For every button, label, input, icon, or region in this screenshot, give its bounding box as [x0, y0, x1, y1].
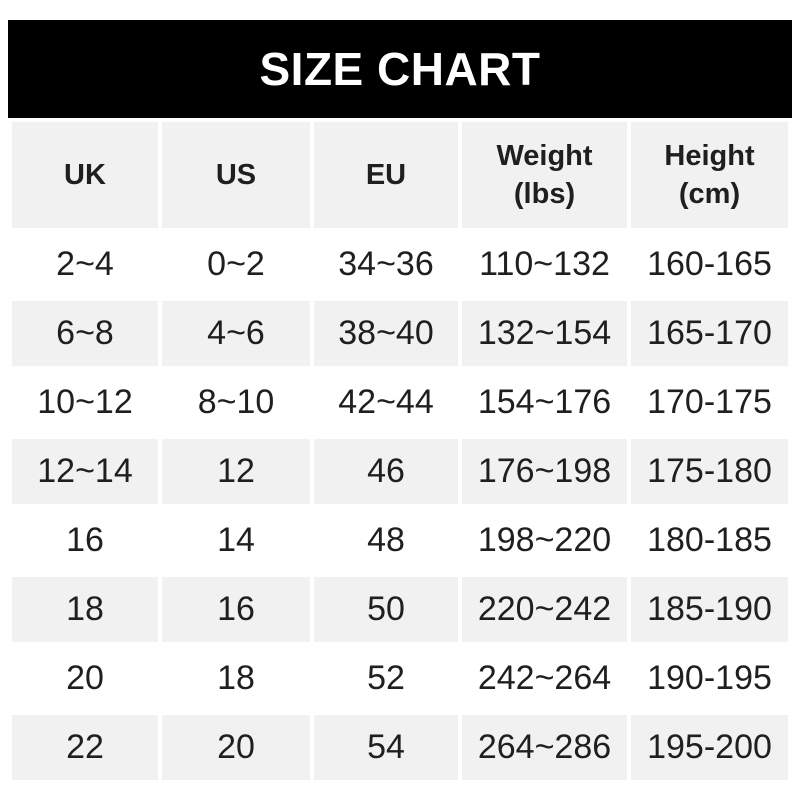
cell-eu: 54 [314, 715, 458, 780]
column-header-eu: EU [314, 122, 458, 228]
cell-weight: 154~176 [462, 370, 627, 435]
cell-us: 18 [162, 646, 310, 711]
cell-us: 16 [162, 577, 310, 642]
cell-height: 170-175 [631, 370, 788, 435]
cell-us: 4~6 [162, 301, 310, 366]
cell-weight: 132~154 [462, 301, 627, 366]
table-row: 2~4 0~2 34~36 110~132 160-165 [12, 232, 788, 297]
page-title: SIZE CHART [259, 43, 541, 95]
size-chart-table: UK US EU Weight (lbs) Height (cm) 2~4 0~… [8, 118, 792, 784]
size-chart-banner: SIZE CHART [8, 20, 792, 118]
cell-weight: 220~242 [462, 577, 627, 642]
cell-height: 190-195 [631, 646, 788, 711]
header-row: UK US EU Weight (lbs) Height (cm) [12, 122, 788, 228]
cell-weight: 176~198 [462, 439, 627, 504]
cell-height: 185-190 [631, 577, 788, 642]
cell-us: 8~10 [162, 370, 310, 435]
cell-weight: 110~132 [462, 232, 627, 297]
column-header-height-cm: Height (cm) [631, 122, 788, 228]
cell-us: 20 [162, 715, 310, 780]
cell-height: 175-180 [631, 439, 788, 504]
cell-uk: 18 [12, 577, 158, 642]
cell-uk: 20 [12, 646, 158, 711]
cell-uk: 2~4 [12, 232, 158, 297]
cell-eu: 52 [314, 646, 458, 711]
cell-height: 180-185 [631, 508, 788, 573]
cell-eu: 50 [314, 577, 458, 642]
cell-weight: 198~220 [462, 508, 627, 573]
cell-eu: 38~40 [314, 301, 458, 366]
table-row: 10~12 8~10 42~44 154~176 170-175 [12, 370, 788, 435]
column-header-us: US [162, 122, 310, 228]
cell-uk: 6~8 [12, 301, 158, 366]
column-header-weight-lbs: Weight (lbs) [462, 122, 627, 228]
cell-weight: 264~286 [462, 715, 627, 780]
cell-us: 12 [162, 439, 310, 504]
column-header-uk: UK [12, 122, 158, 228]
cell-eu: 48 [314, 508, 458, 573]
cell-eu: 42~44 [314, 370, 458, 435]
cell-weight: 242~264 [462, 646, 627, 711]
cell-height: 195-200 [631, 715, 788, 780]
table-row: 6~8 4~6 38~40 132~154 165-170 [12, 301, 788, 366]
table-row: 22 20 54 264~286 195-200 [12, 715, 788, 780]
cell-eu: 34~36 [314, 232, 458, 297]
table-row: 20 18 52 242~264 190-195 [12, 646, 788, 711]
table-row: 12~14 12 46 176~198 175-180 [12, 439, 788, 504]
cell-height: 165-170 [631, 301, 788, 366]
cell-uk: 22 [12, 715, 158, 780]
table-row: 16 14 48 198~220 180-185 [12, 508, 788, 573]
cell-uk: 16 [12, 508, 158, 573]
cell-uk: 12~14 [12, 439, 158, 504]
cell-eu: 46 [314, 439, 458, 504]
cell-us: 14 [162, 508, 310, 573]
table-row: 18 16 50 220~242 185-190 [12, 577, 788, 642]
cell-us: 0~2 [162, 232, 310, 297]
cell-height: 160-165 [631, 232, 788, 297]
cell-uk: 10~12 [12, 370, 158, 435]
